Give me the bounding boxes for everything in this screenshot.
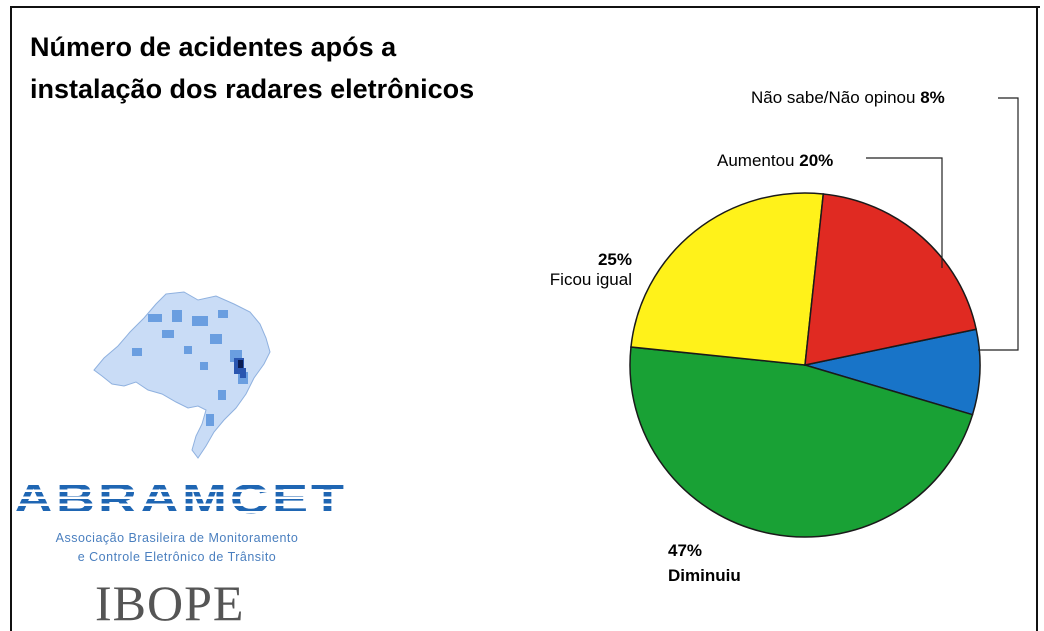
- abramcet-logo: ABRAMCET: [14, 475, 347, 523]
- label-nao-sabe: Não sabe/Não opinou 8%: [751, 88, 945, 108]
- leader-line-aumentou: [866, 157, 943, 268]
- label-diminuiu-text: Diminuiu: [668, 566, 741, 585]
- abramcet-subtitle-line-2: e Controle Eletrônico de Trânsito: [77, 550, 277, 564]
- label-diminuiu: 47% Diminuiu: [668, 538, 741, 588]
- label-ficou-igual: 25% Ficou igual: [530, 250, 632, 290]
- label-aumentou-pct: 20%: [799, 151, 834, 170]
- chart-title: Número de acidentes após a instalação do…: [30, 26, 630, 110]
- chart-title-line-1: Número de acidentes após a: [30, 32, 397, 62]
- leader-line-nao-sabe: [978, 97, 1019, 351]
- label-nao-sabe-text: Não sabe/Não opinou: [751, 88, 916, 107]
- label-nao-sabe-pct: 8%: [920, 88, 945, 107]
- label-aumentou-text: Aumentou: [717, 151, 795, 170]
- state-map-illustration: [93, 291, 271, 459]
- label-ficou-igual-pct: 25%: [597, 250, 632, 269]
- pie-slice-aumentou: [804, 193, 978, 366]
- frame-border-top: [10, 6, 1040, 8]
- label-aumentou: Aumentou 20%: [717, 151, 833, 171]
- chart-title-line-2: instalação dos radares eletrônicos: [30, 74, 475, 104]
- frame-border-left: [10, 6, 12, 631]
- ibope-logo: IBOPE: [95, 575, 245, 631]
- frame-border-right: [1036, 6, 1038, 631]
- label-diminuiu-pct: 47%: [668, 541, 703, 560]
- label-ficou-igual-text: Ficou igual: [549, 270, 632, 289]
- abramcet-subtitle-line-1: Associação Brasileira de Monitoramento: [55, 531, 299, 545]
- pie-slice-ficou-igual: [630, 192, 825, 366]
- pie-slice-diminuiu: [629, 346, 974, 538]
